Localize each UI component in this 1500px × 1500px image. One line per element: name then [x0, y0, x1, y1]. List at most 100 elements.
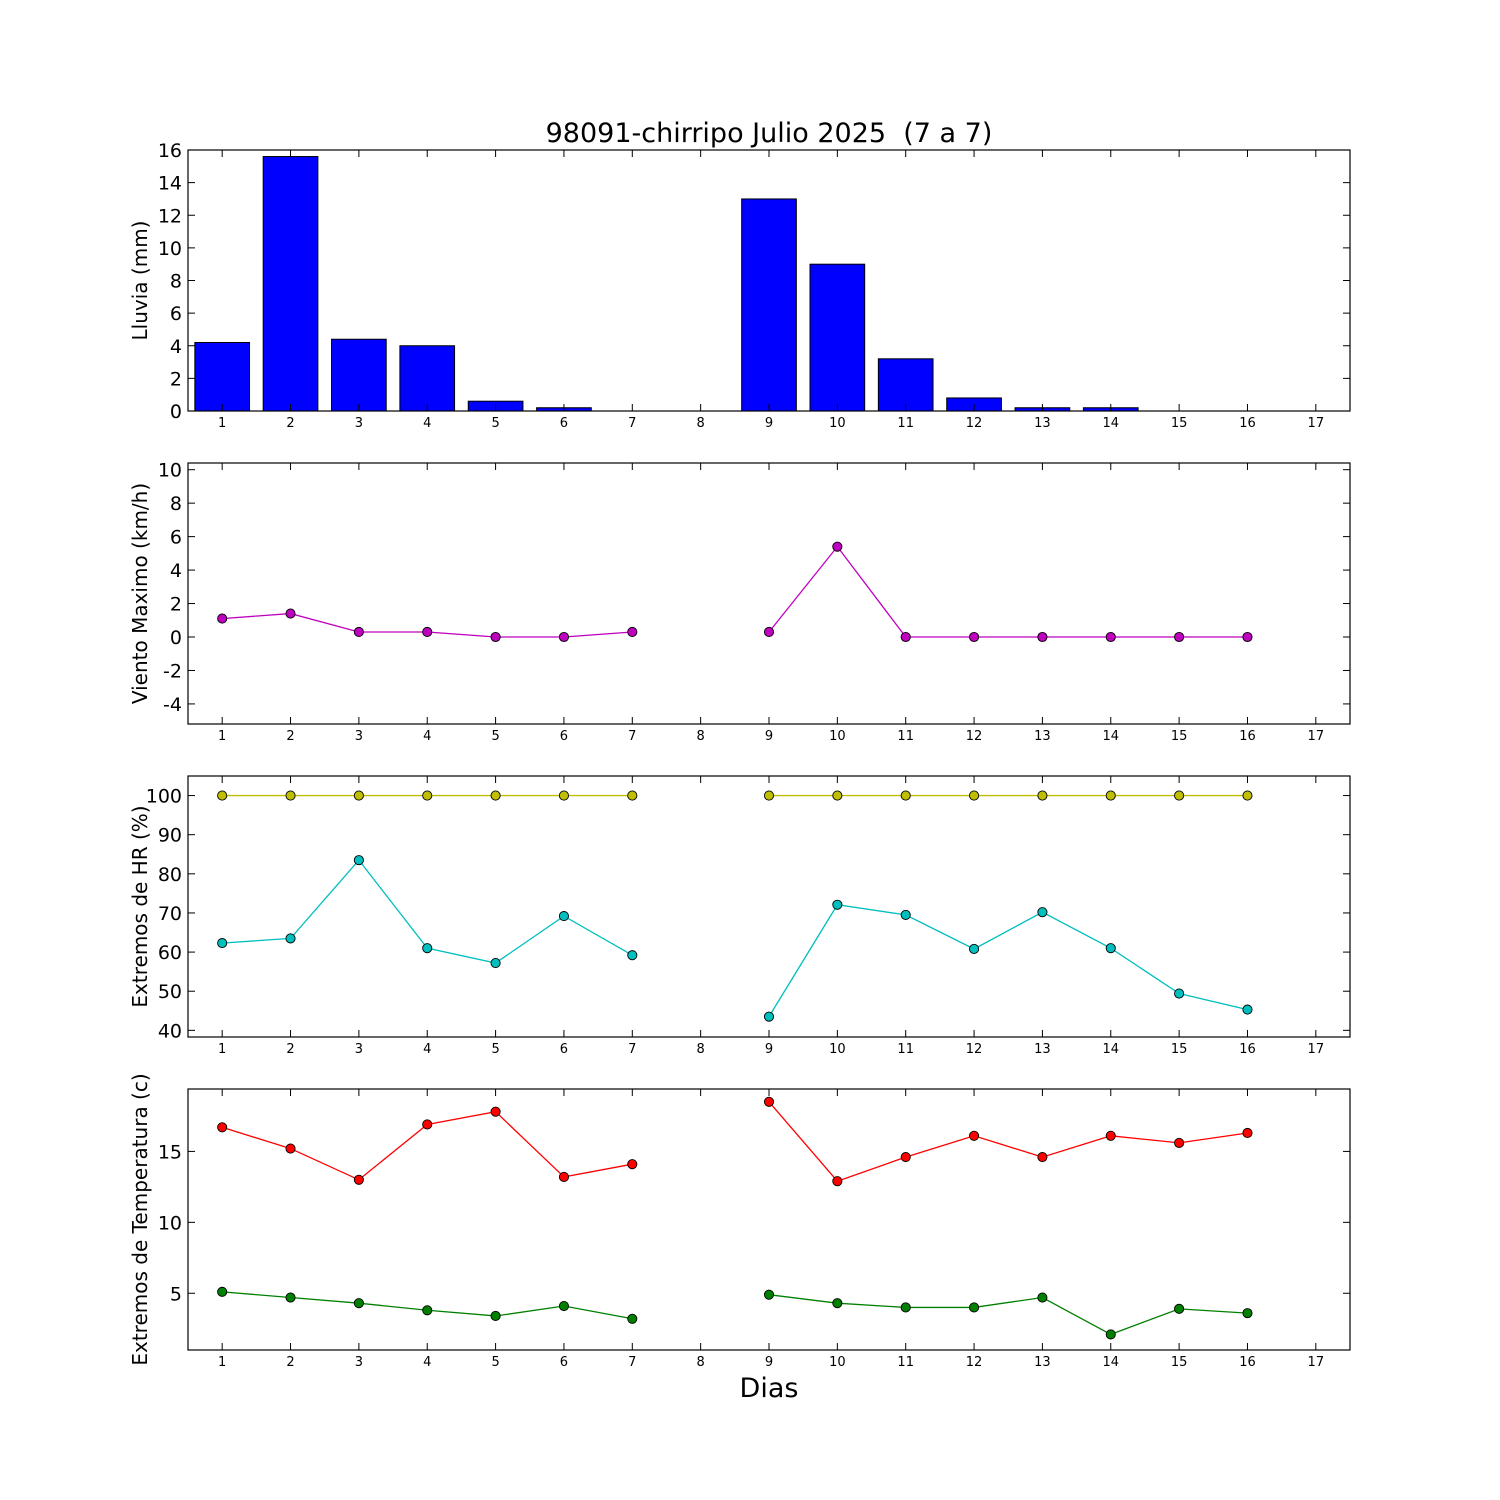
x-tick-label: 10 [829, 416, 846, 431]
bar [194, 341, 251, 411]
x-tick-label: 16 [1239, 1042, 1256, 1057]
y-tick-label: 6 [170, 527, 182, 549]
data-point [1037, 1292, 1048, 1303]
y-tick-label: 5 [170, 1283, 182, 1305]
x-tick-label: 10 [829, 1042, 846, 1057]
x-tick-label: 12 [966, 1042, 983, 1057]
figure-title: 98091-chirripo Julio 2025 (7 a 7) [546, 118, 993, 149]
data-point [900, 1302, 911, 1313]
data-point [763, 626, 775, 638]
bar [399, 345, 456, 411]
plot-data [217, 790, 1253, 1022]
y-tick-label: 80 [158, 864, 182, 886]
y-tick-label: -4 [163, 694, 182, 716]
x-tick-label: 4 [423, 1355, 431, 1370]
x-tick-label: 11 [897, 1355, 914, 1370]
data-point [422, 790, 433, 801]
plot-data [217, 1096, 1253, 1340]
y-tick-label: 16 [158, 140, 182, 162]
x-tick-label: 17 [1308, 1355, 1325, 1370]
data-point [969, 943, 980, 955]
data-point [490, 631, 501, 643]
y-tick-label: 0 [170, 401, 182, 423]
data-point [969, 631, 980, 643]
data-point [832, 541, 843, 552]
x-tick-label: 13 [1034, 1355, 1051, 1370]
x-tick-label: 11 [897, 1042, 914, 1057]
x-tick-label: 10 [829, 729, 846, 744]
x-tick-label: 5 [491, 1355, 499, 1370]
data-point [832, 1176, 843, 1187]
x-tick-label: 3 [355, 729, 363, 744]
y-tick-label: 40 [158, 1020, 182, 1042]
x-tick-label: 16 [1239, 1355, 1256, 1370]
x-tick-label: 12 [966, 416, 983, 431]
x-tick-label: 13 [1034, 1042, 1051, 1057]
data-point [285, 790, 296, 801]
chart-panels: 1 2 3 4 5 6 7 8 9 10 11 12 13 14 15 16 170246810121416Ll… [128, 140, 1351, 1370]
data-point [900, 631, 911, 643]
data-point [900, 1152, 911, 1163]
x-tick-label: 17 [1308, 416, 1325, 431]
data-point [900, 790, 911, 801]
x-tick-label: 2 [286, 416, 294, 431]
y-tick-label: 4 [170, 560, 182, 582]
x-tick-label: 5 [491, 416, 499, 431]
y-tick-label: 4 [170, 336, 182, 358]
series-line [768, 1294, 1248, 1336]
data-point [627, 1313, 638, 1324]
x-tick-label: 15 [1171, 729, 1188, 744]
data-point [217, 938, 228, 949]
data-point [1105, 1130, 1116, 1141]
y-tick-label: 2 [170, 368, 182, 390]
data-point [627, 950, 638, 961]
x-tick-label: 14 [1102, 1042, 1119, 1057]
x-tick-label: 13 [1034, 416, 1051, 431]
data-point [422, 626, 433, 638]
data-point [217, 1286, 228, 1297]
data-point [558, 790, 569, 801]
plot-data [217, 541, 1253, 643]
y-tick-label: 10 [158, 1212, 182, 1234]
bar [331, 338, 387, 411]
x-tick-label: 9 [765, 1042, 773, 1057]
y-tick-label: -2 [163, 660, 182, 682]
data-point [969, 790, 980, 801]
data-point [422, 943, 433, 954]
data-point [217, 790, 228, 801]
bar [262, 156, 319, 411]
x-tick-label: 15 [1171, 1355, 1188, 1370]
x-tick-label: 8 [697, 1355, 705, 1370]
data-point [1037, 1152, 1048, 1163]
x-tick-label: 13 [1034, 729, 1051, 744]
x-tick-label: 14 [1102, 1355, 1119, 1370]
y-tick-label: 8 [170, 271, 182, 293]
y-tick-label: 12 [158, 205, 182, 227]
chart-panel: 1 2 3 4 5 6 7 8 9 10 11 12 13 14 15 16 170246810121416Ll… [128, 140, 1351, 431]
x-axis-label: Dias [740, 1373, 799, 1404]
data-point [1037, 907, 1048, 918]
x-tick-label: 6 [560, 416, 568, 431]
x-tick-label: 6 [560, 1042, 568, 1057]
data-point [627, 1159, 638, 1170]
x-tick-label: 3 [355, 1042, 363, 1057]
data-point [422, 1305, 433, 1316]
x-tick-label: 4 [423, 1042, 431, 1057]
y-tick-label: 2 [170, 594, 182, 616]
y-tick-label: 15 [158, 1141, 182, 1163]
x-tick-label: 5 [491, 1042, 499, 1057]
data-point [1242, 1127, 1253, 1139]
data-point [1105, 631, 1116, 643]
x-tick-label: 9 [765, 416, 773, 431]
chart-panel: 1 2 3 4 5 6 7 8 9 10 11 12 13 14 15 16 17-4-20246810Vien… [128, 460, 1351, 744]
x-tick-label: 17 [1308, 1042, 1325, 1057]
bar [741, 198, 797, 411]
data-point [490, 1310, 501, 1322]
x-tick-label: 3 [355, 416, 363, 431]
x-tick-label: 1 [218, 1355, 226, 1370]
x-tick-label: 5 [491, 729, 499, 744]
data-point [1242, 1308, 1253, 1319]
data-point [1242, 631, 1253, 643]
data-point [422, 1119, 433, 1130]
